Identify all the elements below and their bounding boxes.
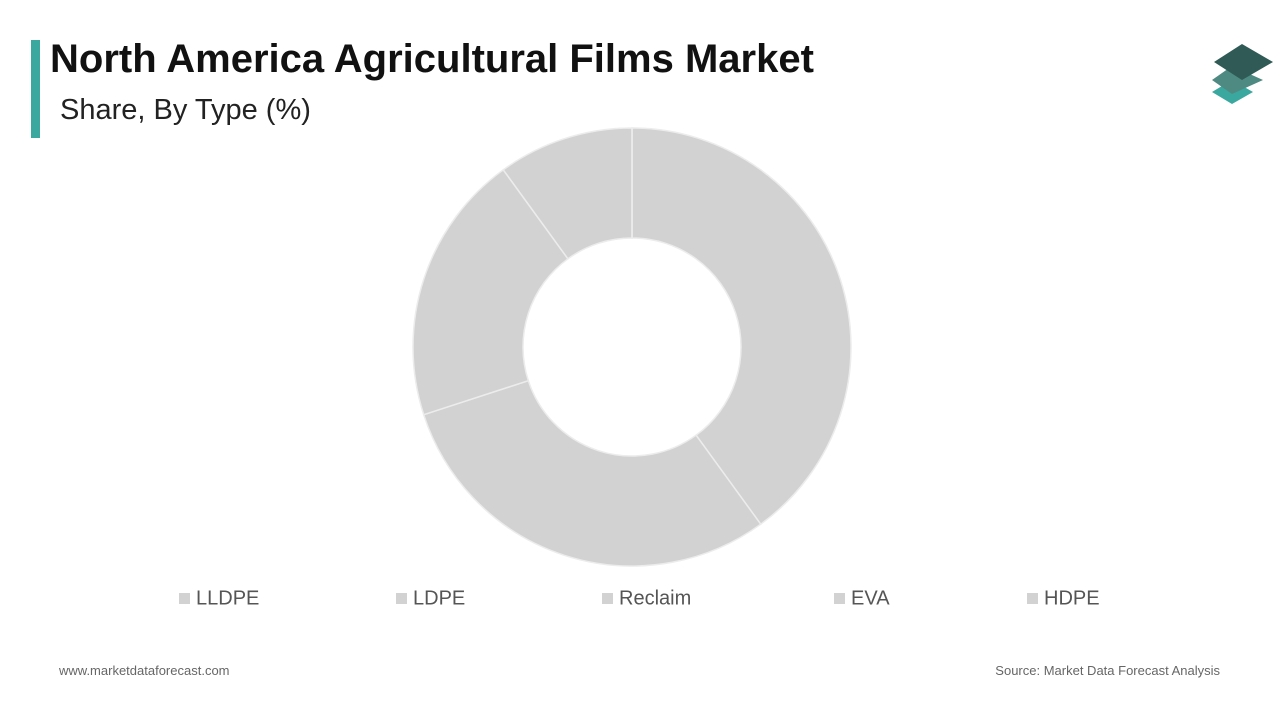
legend-label: LDPE <box>413 587 465 609</box>
legend-label: Reclaim <box>619 587 691 609</box>
donut-segment <box>412 168 569 416</box>
title-accent <box>31 40 40 138</box>
legend-swatch <box>396 593 407 604</box>
legend-swatch <box>1027 593 1038 604</box>
legend-swatch <box>179 593 190 604</box>
legend-swatch <box>834 593 845 604</box>
footer-right: Source: Market Data Forecast Analysis <box>995 663 1220 678</box>
chart-subtitle: Share, By Type (%) <box>60 94 311 126</box>
logo <box>1212 44 1273 104</box>
legend-swatch <box>602 593 613 604</box>
chart-title: North America Agricultural Films Market <box>50 37 814 81</box>
donut-segment <box>422 379 762 567</box>
donut-segment <box>631 127 852 526</box>
footer-left: www.marketdataforecast.com <box>58 663 230 678</box>
legend-label: EVA <box>851 587 890 609</box>
legend-label: HDPE <box>1044 587 1100 609</box>
legend-label: LLDPE <box>196 587 259 609</box>
